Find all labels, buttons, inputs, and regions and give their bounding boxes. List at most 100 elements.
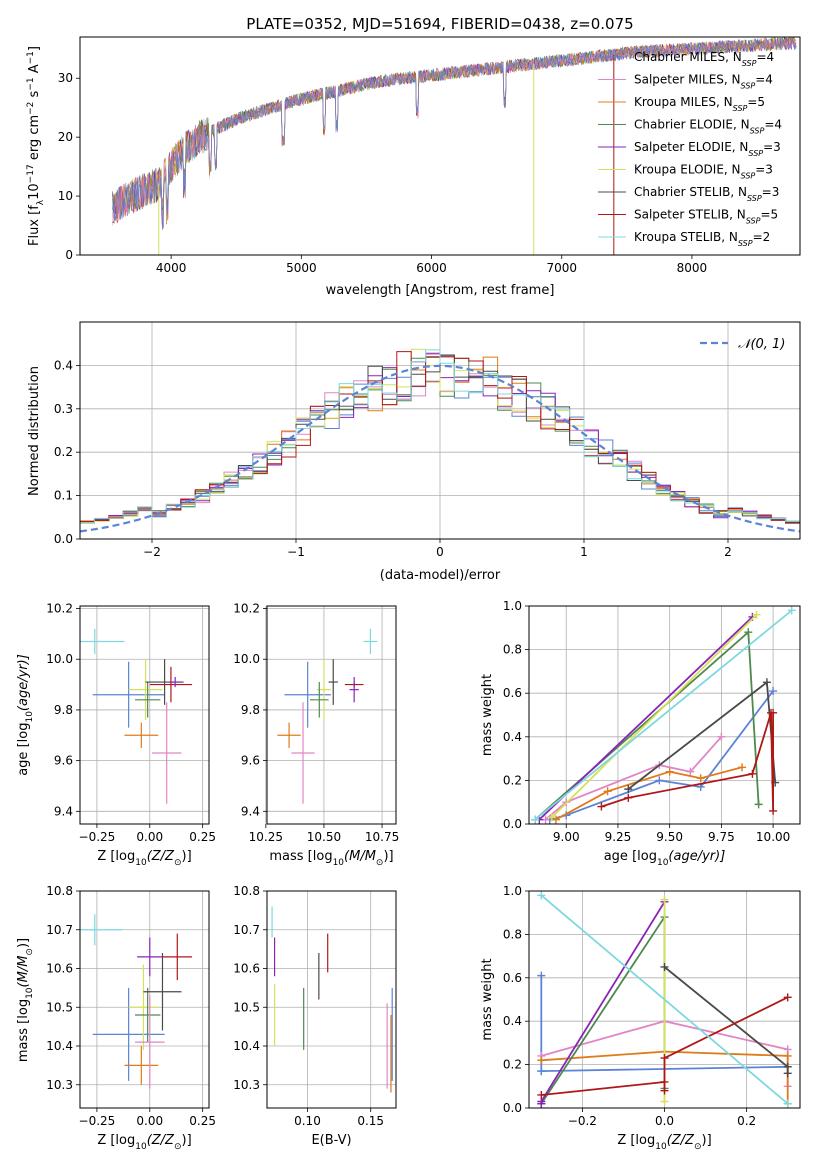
mass-weight-vs-age-xlabel: age [log10(age/yr)] xyxy=(604,849,726,868)
x-tick-label: 10.00 xyxy=(756,830,790,844)
y-tick-label: 9.4 xyxy=(241,804,260,818)
series-marker xyxy=(624,785,633,794)
legend-label: Chabrier MILES, NSSP=4 xyxy=(634,50,774,68)
errorbar-point xyxy=(124,1046,159,1085)
normal-curve xyxy=(80,364,800,533)
errorbar-point xyxy=(128,964,159,1050)
series-marker xyxy=(748,769,757,778)
errorbar-point xyxy=(168,676,182,688)
series-marker xyxy=(665,767,674,776)
y-tick-label: 0.3 xyxy=(54,402,73,416)
mass-vs-ebv-axes: 0.10 0.15 10.3 10.4 10.5 10.6 10.7 10.8 E(B-V) xyxy=(233,884,397,1148)
x-tick-label: 0.00 xyxy=(136,830,163,844)
mass-vs-ebv-plot xyxy=(271,906,393,1093)
legend-label: Salpeter STELIB, NSSP=5 xyxy=(634,208,778,226)
y-tick-label: 10.6 xyxy=(46,962,73,976)
y-tick-label: 1.0 xyxy=(503,599,522,613)
age-vs-z-ylabel: age [log10(age/yr)] xyxy=(16,654,35,776)
y-tick-label: 0.2 xyxy=(54,445,73,459)
errorbar-point xyxy=(80,914,123,946)
residual-histogram-axes: −2 −1 0 1 2 0.0 0.1 0.2 0.3 0.4 (data-model)/error… xyxy=(27,321,801,583)
series-marker xyxy=(762,678,771,687)
series-marker xyxy=(783,1099,792,1108)
legend-label: Chabrier ELODIE, NSSP=4 xyxy=(634,118,782,136)
x-tick-label: 4000 xyxy=(156,261,187,275)
series-line xyxy=(538,616,754,821)
y-tick-label: 0.2 xyxy=(503,1058,522,1072)
series-marker xyxy=(783,993,792,1002)
y-tick-label: 10 xyxy=(58,189,73,203)
legend-label: Chabrier STELIB, NSSP=3 xyxy=(634,185,779,203)
y-tick-label: 10.3 xyxy=(46,1078,73,1092)
mass-weight-series xyxy=(537,891,792,1108)
histogram-step xyxy=(80,349,800,524)
x-tick-label: 5000 xyxy=(286,261,317,275)
axes-frame xyxy=(528,890,801,1109)
series-marker xyxy=(547,813,556,822)
mass-weight-vs-age-plot xyxy=(531,606,796,824)
x-tick-label: 0 xyxy=(436,545,444,559)
x-tick-label: 2 xyxy=(724,545,732,559)
errorbar-point xyxy=(134,682,161,718)
series-marker xyxy=(769,806,778,815)
y-tick-label: 9.8 xyxy=(54,703,73,717)
y-tick-label: 0.6 xyxy=(503,971,522,985)
y-tick-label: 0.6 xyxy=(503,686,522,700)
y-tick-label: 30 xyxy=(58,71,73,85)
series-line xyxy=(551,614,758,819)
y-tick-label: 0.4 xyxy=(503,1014,522,1028)
y-tick-label: 10.5 xyxy=(46,1000,73,1014)
y-tick-label: 0.8 xyxy=(503,643,522,657)
y-tick-label: 0.0 xyxy=(503,817,522,831)
y-tick-label: 10.0 xyxy=(233,652,260,666)
mass-weight-series xyxy=(531,606,796,824)
x-tick-label: 9.25 xyxy=(605,830,632,844)
mass-weight-vs-age-ylabel: mass weight xyxy=(480,674,495,756)
axes-frame xyxy=(79,36,801,256)
mass-vs-ebv-xlabel: E(B-V) xyxy=(311,1133,351,1148)
y-tick-label: 0 xyxy=(65,248,73,262)
errorbar-point xyxy=(134,995,165,1089)
y-tick-label: 10.3 xyxy=(233,1078,260,1092)
errorbar-point xyxy=(349,676,359,703)
mass-weight-vs-z-ylabel: mass weight xyxy=(480,958,495,1040)
mass-vs-z-ylabel: mass [log10(M/M⊙)] xyxy=(16,938,35,1062)
x-tick-label: 1 xyxy=(580,545,588,559)
series-marker xyxy=(696,774,705,783)
series-marker xyxy=(537,891,546,900)
legend-label: Kroupa STELIB, NSSP=2 xyxy=(634,230,770,248)
age-vs-z-xlabel: Z [log10(Z/Z⊙)] xyxy=(97,849,191,868)
errorbar-point xyxy=(92,661,165,728)
y-tick-label: 9.8 xyxy=(241,703,260,717)
series-marker xyxy=(769,687,778,696)
age-vs-z-plot xyxy=(80,628,193,804)
y-tick-label: 10.7 xyxy=(46,923,73,937)
age-vs-z-axes: −0.25 0.00 0.25 9.4 9.6 9.8 10.0 10.2 Z [log10(Z… xyxy=(16,602,216,868)
y-tick-label: 0.2 xyxy=(503,773,522,787)
x-tick-label: 10.75 xyxy=(365,830,399,844)
x-tick-label: −0.25 xyxy=(79,1114,116,1128)
x-tick-label: −0.25 xyxy=(79,830,116,844)
legend-label: Kroupa MILES, NSSP=5 xyxy=(634,95,765,113)
x-tick-label: 10.50 xyxy=(307,830,341,844)
y-tick-label: 10.2 xyxy=(46,602,73,616)
series-marker xyxy=(783,1069,792,1078)
legend-label: 𝒩(0, 1) xyxy=(738,337,785,352)
axes-frame xyxy=(79,321,801,540)
x-tick-label: 0.25 xyxy=(189,830,216,844)
y-tick-label: 10.4 xyxy=(233,1039,260,1053)
x-tick-label: −0.2 xyxy=(568,1114,597,1128)
x-tick-label: 6000 xyxy=(416,261,447,275)
errorbar-point xyxy=(124,722,159,748)
x-tick-label: −1 xyxy=(287,545,305,559)
errorbar-point xyxy=(128,659,163,721)
residual-xlabel: (data-model)/error xyxy=(380,568,501,583)
errorbar-point xyxy=(310,682,329,718)
axes-frame xyxy=(266,890,397,1109)
errorbar-point xyxy=(284,661,331,728)
x-tick-label: 9.75 xyxy=(708,830,735,844)
mass-weight-vs-z-plot xyxy=(537,891,792,1108)
axes-frame xyxy=(79,890,210,1109)
x-tick-label: 9.00 xyxy=(553,830,580,844)
